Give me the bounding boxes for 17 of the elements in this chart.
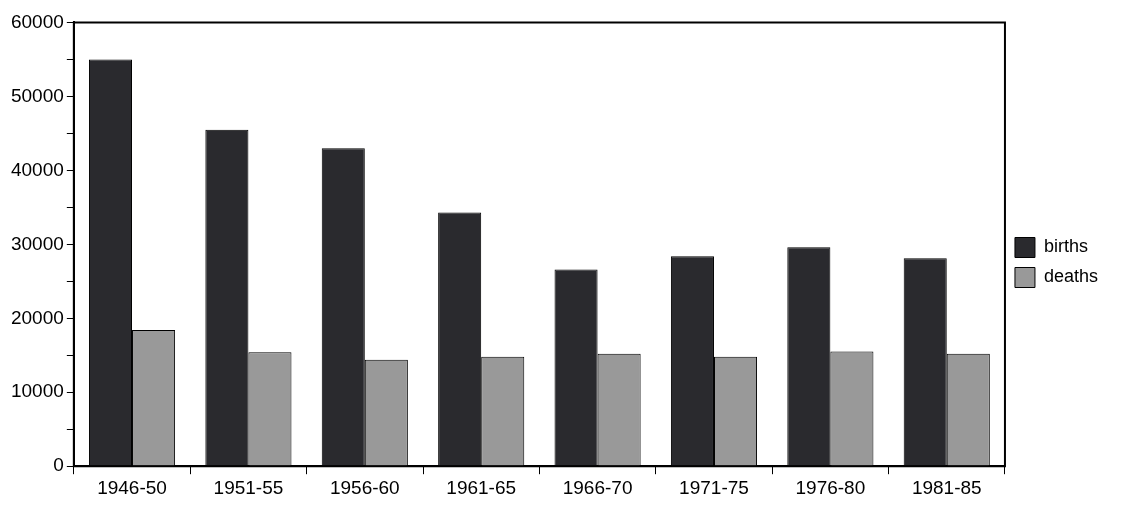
x-tick-label: 1966-70 xyxy=(562,476,633,498)
x-tick-label: 1971-75 xyxy=(679,476,749,498)
y-tick-label: 40000 xyxy=(10,158,64,180)
y-tick-label: 50000 xyxy=(10,84,64,106)
x-tick-label: 1946-50 xyxy=(97,476,167,498)
y-tick-label: 30000 xyxy=(10,232,64,254)
legend-label: births xyxy=(1043,236,1088,257)
x-tick-label: 1961-65 xyxy=(446,476,517,498)
y-tick-label: 0 xyxy=(53,454,64,476)
y-tick-label: 10000 xyxy=(10,380,64,402)
x-tick-label: 1951-55 xyxy=(213,476,284,498)
x-tick-label: 1956-60 xyxy=(329,476,400,498)
legend-label: deaths xyxy=(1043,266,1098,287)
y-tick-label: 20000 xyxy=(10,306,64,328)
x-tick-label: 1981-85 xyxy=(911,476,982,498)
y-tick-label: 60000 xyxy=(10,10,64,32)
x-tick-label: 1976-80 xyxy=(795,476,866,498)
